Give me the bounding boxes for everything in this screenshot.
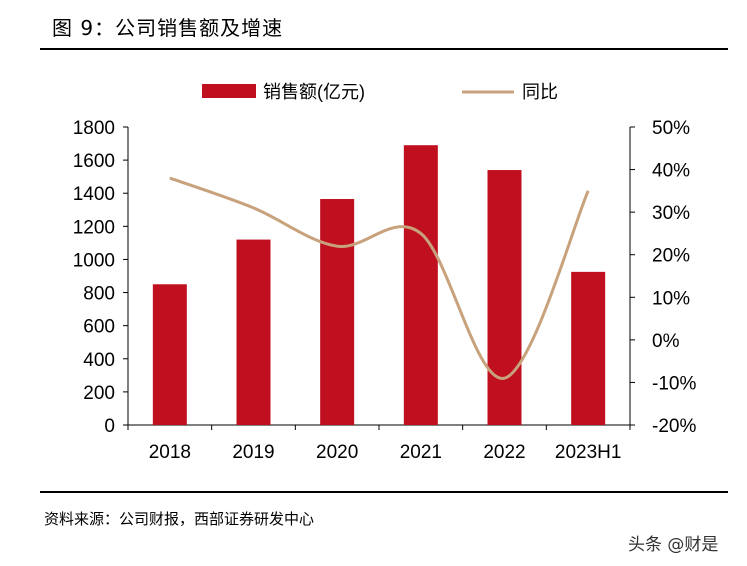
y-right-tick-label: 40% [652,161,690,182]
y-left-tick-label: 400 [83,350,115,371]
watermark: 头条 @财是 [628,535,719,555]
y-left-tick-label: 1600 [73,151,115,172]
yoy-line [169,176,590,380]
x-tick-label: 2020 [316,442,358,463]
y-left-tick-label: 800 [83,284,115,305]
bar [236,239,271,425]
y-left-tick-label: 1800 [73,118,115,139]
y-left-tick-label: 1400 [73,184,115,205]
y-right-tick-label: 10% [652,288,690,309]
y-right-tick-label: 20% [652,246,690,267]
y-right-tick-label: -20% [652,416,696,437]
y-left-tick-label: 600 [83,317,115,338]
bar [571,271,606,425]
bottom-rule [40,491,728,493]
x-tick-label: 2018 [149,442,191,463]
legend-line-label: 同比 [522,82,558,102]
y-left-tick-label: 1000 [73,250,115,271]
bar [152,284,187,425]
y-left-tick-label: 200 [83,383,115,404]
bar [403,145,438,425]
bar [487,170,522,425]
x-tick-label: 2023H1 [555,442,622,463]
x-tick-label: 2019 [232,442,274,463]
legend-bar-label: 销售额(亿元) [263,82,365,102]
y-right-tick-label: 30% [652,203,690,224]
source-note: 资料来源：公司财报，西部证券研发中心 [44,510,315,528]
legend-bar-swatch [202,84,256,98]
y-right-tick-label: -10% [652,373,696,394]
y-right-tick-label: 50% [652,118,690,139]
bar [320,199,355,425]
legend: 销售额(亿元) 同比 [202,82,558,102]
x-tick-label: 2021 [400,442,442,463]
y-left-tick-label: 1200 [73,217,115,238]
x-tick-label: 2022 [483,442,525,463]
figure-title: 图 9：公司销售额及增速 [52,16,284,40]
top-rule [40,48,728,50]
y-left-tick-label: 0 [104,416,115,437]
y-right-tick-label: 0% [652,331,680,352]
